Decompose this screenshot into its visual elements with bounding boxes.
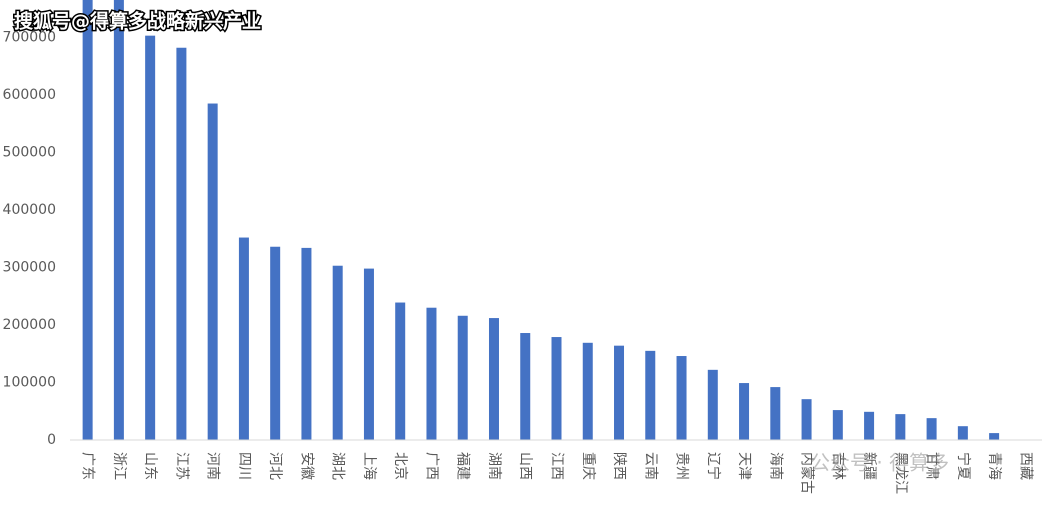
x-tick-label: 河北 xyxy=(267,452,283,480)
x-tick-label: 湖北 xyxy=(330,452,346,480)
x-tick-label: 山西 xyxy=(517,452,533,480)
x-tick-label: 新疆 xyxy=(861,452,877,480)
x-tick-label: 四川 xyxy=(236,452,252,480)
x-tick-label: 甘肃 xyxy=(924,452,940,480)
x-tick-label: 山东 xyxy=(142,452,158,480)
x-tick-label: 上海 xyxy=(361,452,377,480)
x-tick-label: 河南 xyxy=(205,452,221,480)
bar xyxy=(707,369,718,440)
x-tick-label: 湖南 xyxy=(486,452,502,480)
bar xyxy=(395,302,406,440)
bar xyxy=(113,0,124,441)
bar xyxy=(426,307,437,440)
bars xyxy=(82,0,1000,441)
bar xyxy=(332,265,343,440)
y-tick-label: 500000 xyxy=(3,144,56,160)
bar xyxy=(457,315,468,440)
y-tick-label: 300000 xyxy=(3,259,56,275)
y-tick-label: 600000 xyxy=(3,87,56,103)
x-tick-label: 云南 xyxy=(642,452,658,480)
bar xyxy=(238,237,249,440)
bar xyxy=(301,247,312,440)
bar xyxy=(676,356,687,440)
x-tick-label: 贵州 xyxy=(674,452,690,480)
bar xyxy=(614,345,625,440)
x-tick-label: 广东 xyxy=(80,452,96,480)
bar xyxy=(207,103,218,440)
y-tick-label: 400000 xyxy=(3,202,56,218)
bar xyxy=(551,337,562,440)
bar xyxy=(926,418,937,440)
bar xyxy=(770,387,781,440)
watermark-title: 搜狐号@得算多战略新兴产业 xyxy=(14,10,261,33)
bar xyxy=(488,318,499,440)
x-tick-label: 吉林 xyxy=(830,452,846,480)
y-tick-label: 0 xyxy=(47,432,56,448)
x-tick-label: 宁夏 xyxy=(955,452,972,480)
bar xyxy=(520,333,531,440)
x-tick-label: 广西 xyxy=(423,452,439,480)
y-tick-label: 700000 xyxy=(3,29,56,45)
x-tick-label: 内蒙古 xyxy=(799,452,815,494)
x-tick-label: 天津 xyxy=(736,452,752,480)
x-tick-label: 北京 xyxy=(392,452,408,480)
bar xyxy=(82,0,93,441)
x-tick-label: 安徽 xyxy=(298,452,314,480)
x-tick-label: 黑龙江 xyxy=(892,452,908,494)
bar xyxy=(989,433,1000,440)
bar xyxy=(645,350,656,440)
x-tick-label: 福建 xyxy=(455,452,471,480)
y-tick-label: 100000 xyxy=(3,374,56,390)
bar xyxy=(176,47,187,441)
bar xyxy=(801,399,812,440)
x-tick-label: 青海 xyxy=(986,452,1002,480)
bar xyxy=(582,342,593,440)
bar xyxy=(895,414,906,440)
x-tick-label: 辽宁 xyxy=(705,452,722,480)
x-tick-label: 浙江 xyxy=(111,452,127,480)
bar xyxy=(363,268,374,440)
x-tick-label: 江苏 xyxy=(173,452,189,480)
bar xyxy=(832,410,843,440)
x-tick-label: 海南 xyxy=(767,452,783,480)
x-tick-label: 江西 xyxy=(549,452,565,480)
bar xyxy=(270,246,281,440)
x-tick-label: 陕西 xyxy=(611,452,627,480)
y-tick-label: 200000 xyxy=(3,317,56,333)
x-tick-label: 重庆 xyxy=(580,452,596,480)
x-tick-label: 西藏 xyxy=(1017,452,1033,480)
bar xyxy=(739,383,750,440)
watermark: 公众号 · 得算多 xyxy=(810,451,949,475)
bar xyxy=(957,426,968,440)
bar xyxy=(864,411,875,440)
bar xyxy=(145,35,156,441)
